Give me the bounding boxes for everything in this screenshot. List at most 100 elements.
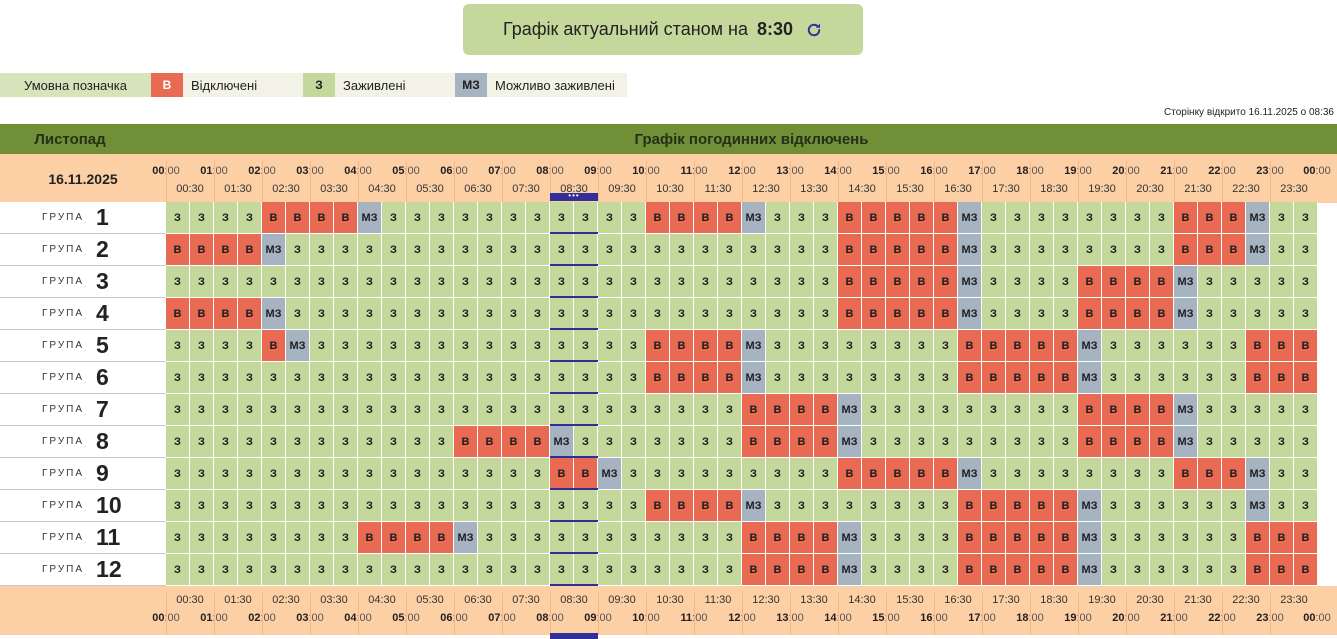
schedule-cell[interactable]: В	[1054, 522, 1078, 554]
schedule-cell[interactable]: З	[670, 426, 694, 458]
schedule-cell[interactable]: З	[1198, 330, 1222, 362]
schedule-cell[interactable]: З	[934, 522, 958, 554]
schedule-cell[interactable]: З	[982, 458, 1006, 490]
schedule-cell[interactable]: З	[430, 426, 454, 458]
schedule-cell[interactable]: З	[214, 522, 238, 554]
schedule-cell[interactable]: З	[1006, 426, 1030, 458]
schedule-cell[interactable]: З	[358, 298, 382, 330]
schedule-cell[interactable]: З	[1246, 298, 1270, 330]
schedule-cell[interactable]: З	[166, 362, 190, 394]
schedule-cell[interactable]: МЗ	[742, 362, 766, 394]
schedule-cell[interactable]: З	[1222, 554, 1246, 586]
schedule-cell[interactable]: З	[742, 298, 766, 330]
schedule-cell[interactable]: В	[838, 234, 862, 266]
schedule-cell[interactable]: В	[1198, 202, 1222, 234]
schedule-cell[interactable]: З	[694, 458, 718, 490]
schedule-cell[interactable]: З	[718, 298, 742, 330]
schedule-cell[interactable]: З	[454, 458, 478, 490]
schedule-cell[interactable]: З	[478, 554, 502, 586]
schedule-cell[interactable]: З	[478, 298, 502, 330]
schedule-cell[interactable]: МЗ	[742, 330, 766, 362]
schedule-cell[interactable]: В	[742, 426, 766, 458]
schedule-cell[interactable]: В	[1030, 490, 1054, 522]
schedule-cell[interactable]: З	[1294, 234, 1318, 266]
schedule-cell[interactable]: В	[886, 298, 910, 330]
schedule-cell[interactable]: З	[550, 298, 574, 330]
schedule-cell[interactable]: З	[310, 394, 334, 426]
schedule-cell[interactable]: З	[382, 234, 406, 266]
schedule-cell[interactable]: З	[478, 202, 502, 234]
schedule-cell[interactable]: З	[958, 394, 982, 426]
schedule-cell[interactable]: З	[550, 522, 574, 554]
schedule-cell[interactable]: З	[694, 266, 718, 298]
schedule-cell[interactable]: З	[1150, 202, 1174, 234]
schedule-cell[interactable]: З	[1294, 426, 1318, 458]
schedule-cell[interactable]: З	[262, 554, 286, 586]
schedule-cell[interactable]: З	[550, 202, 574, 234]
schedule-cell[interactable]: В	[718, 330, 742, 362]
schedule-cell[interactable]: В	[694, 330, 718, 362]
schedule-cell[interactable]: В	[550, 458, 574, 490]
schedule-cell[interactable]: З	[1294, 394, 1318, 426]
schedule-cell[interactable]: В	[262, 202, 286, 234]
schedule-cell[interactable]: В	[694, 362, 718, 394]
schedule-cell[interactable]: В	[1150, 426, 1174, 458]
schedule-cell[interactable]: З	[862, 394, 886, 426]
schedule-cell[interactable]: В	[838, 458, 862, 490]
schedule-cell[interactable]: З	[382, 426, 406, 458]
schedule-cell[interactable]: З	[286, 458, 310, 490]
schedule-cell[interactable]: З	[910, 522, 934, 554]
schedule-cell[interactable]: В	[1246, 522, 1270, 554]
schedule-cell[interactable]: В	[694, 490, 718, 522]
schedule-cell[interactable]: З	[1054, 234, 1078, 266]
schedule-cell[interactable]: З	[1294, 298, 1318, 330]
schedule-cell[interactable]: З	[1126, 554, 1150, 586]
schedule-cell[interactable]: З	[238, 266, 262, 298]
schedule-cell[interactable]: З	[262, 362, 286, 394]
schedule-cell[interactable]: В	[214, 234, 238, 266]
schedule-cell[interactable]: З	[910, 330, 934, 362]
schedule-cell[interactable]: З	[430, 554, 454, 586]
schedule-cell[interactable]: В	[1150, 394, 1174, 426]
schedule-cell[interactable]: З	[214, 458, 238, 490]
schedule-cell[interactable]: З	[1222, 362, 1246, 394]
schedule-cell[interactable]: З	[430, 490, 454, 522]
schedule-cell[interactable]: В	[1102, 394, 1126, 426]
schedule-cell[interactable]: В	[934, 298, 958, 330]
schedule-cell[interactable]: З	[862, 330, 886, 362]
schedule-cell[interactable]: В	[1102, 298, 1126, 330]
schedule-cell[interactable]: З	[310, 426, 334, 458]
schedule-cell[interactable]: З	[550, 394, 574, 426]
schedule-cell[interactable]: З	[190, 266, 214, 298]
schedule-cell[interactable]: В	[1126, 426, 1150, 458]
schedule-cell[interactable]: З	[838, 490, 862, 522]
schedule-cell[interactable]: З	[526, 234, 550, 266]
schedule-cell[interactable]: З	[238, 394, 262, 426]
schedule-cell[interactable]: З	[886, 554, 910, 586]
schedule-cell[interactable]: З	[550, 554, 574, 586]
schedule-cell[interactable]: В	[1270, 554, 1294, 586]
schedule-cell[interactable]: З	[1006, 298, 1030, 330]
schedule-cell[interactable]: В	[934, 458, 958, 490]
schedule-cell[interactable]: З	[1150, 330, 1174, 362]
schedule-cell[interactable]: З	[694, 522, 718, 554]
schedule-cell[interactable]: З	[1198, 522, 1222, 554]
schedule-cell[interactable]: З	[1222, 266, 1246, 298]
schedule-cell[interactable]: З	[646, 522, 670, 554]
schedule-cell[interactable]: З	[382, 554, 406, 586]
schedule-cell[interactable]: З	[694, 394, 718, 426]
schedule-cell[interactable]: В	[406, 522, 430, 554]
schedule-cell[interactable]: З	[1102, 522, 1126, 554]
schedule-cell[interactable]: В	[742, 522, 766, 554]
schedule-cell[interactable]: З	[166, 394, 190, 426]
schedule-cell[interactable]: З	[718, 458, 742, 490]
schedule-cell[interactable]: В	[646, 202, 670, 234]
schedule-cell[interactable]: З	[934, 490, 958, 522]
schedule-cell[interactable]: МЗ	[1174, 266, 1198, 298]
schedule-cell[interactable]: В	[814, 554, 838, 586]
schedule-cell[interactable]: В	[1198, 458, 1222, 490]
schedule-cell[interactable]: В	[694, 202, 718, 234]
schedule-cell[interactable]: З	[502, 362, 526, 394]
schedule-cell[interactable]: В	[1030, 330, 1054, 362]
schedule-cell[interactable]: З	[406, 458, 430, 490]
